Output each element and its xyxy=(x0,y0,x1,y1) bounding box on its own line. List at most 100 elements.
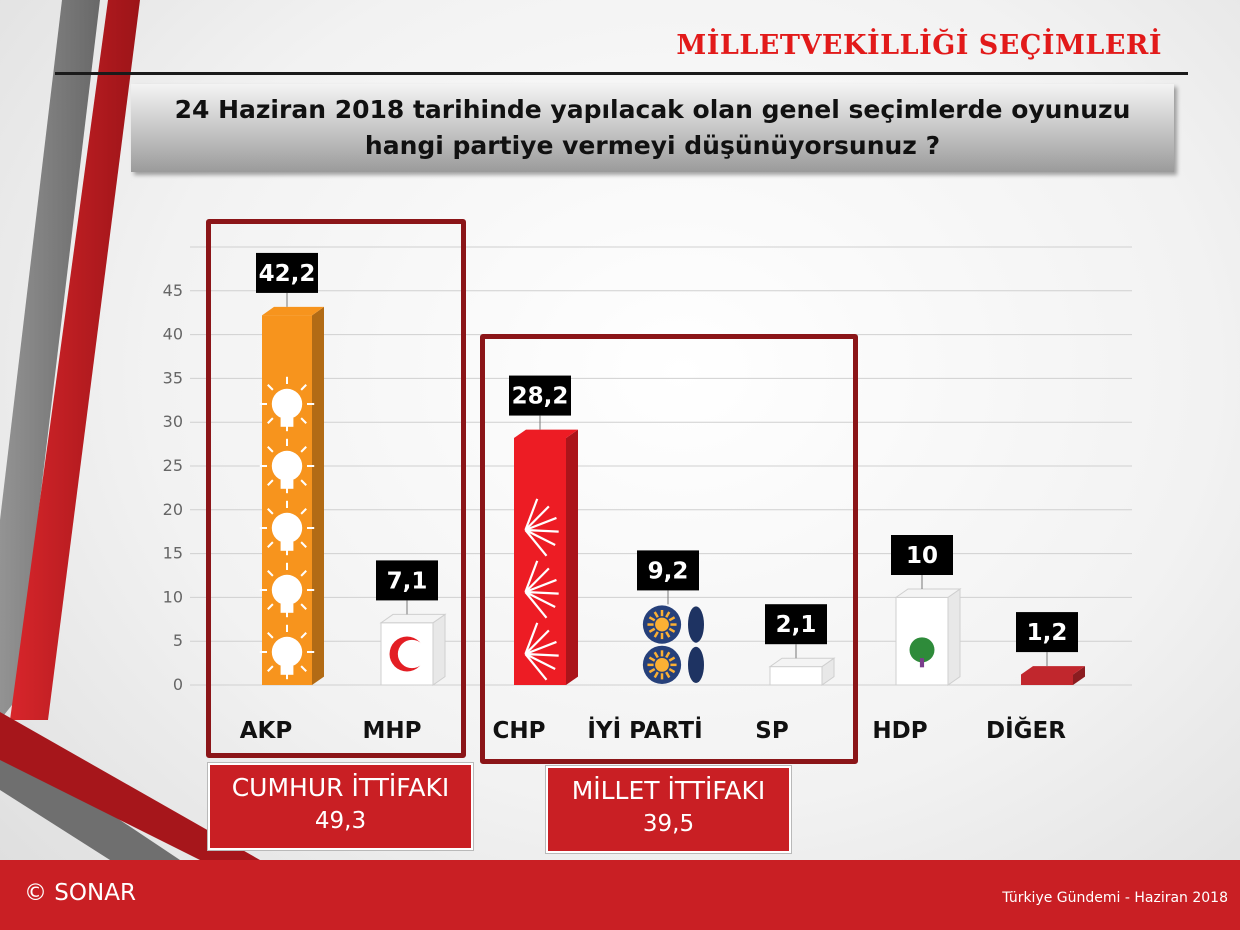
sun-ray xyxy=(668,627,676,633)
bulb-glass xyxy=(271,636,303,668)
arrow-line xyxy=(524,653,556,670)
value-label-box xyxy=(509,375,571,416)
question-text: 24 Haziran 2018 tarihinde yapılacak olan… xyxy=(174,95,1131,160)
value-label-box xyxy=(765,604,827,645)
cumhur-group-label: CUMHUR İTTİFAKI 49,3 xyxy=(208,763,473,850)
cumhur-group-frame xyxy=(206,219,466,758)
bulb-ray xyxy=(267,632,274,639)
value-label-box xyxy=(891,535,953,575)
bulb-ray xyxy=(300,603,307,610)
arrow-line xyxy=(524,529,556,546)
title-divider xyxy=(55,72,1188,75)
bulb-ray xyxy=(267,570,274,577)
bulb-base xyxy=(280,418,294,427)
six-arrows-icon xyxy=(524,560,559,619)
sun-ray xyxy=(665,611,671,618)
bulb-base xyxy=(280,604,294,613)
sun-ray xyxy=(648,627,656,633)
sun-ray xyxy=(648,656,656,662)
value-label: 10 xyxy=(906,543,938,569)
value-label: 9,2 xyxy=(648,558,689,584)
decor-stripe-red xyxy=(10,0,140,720)
y-tick-label: 25 xyxy=(163,456,183,475)
bulb-glass xyxy=(271,574,303,606)
bulb-ray xyxy=(300,384,307,391)
y-tick-label: 30 xyxy=(163,412,183,431)
bulb-icon xyxy=(259,500,315,556)
y-tick-label: 10 xyxy=(163,587,183,606)
bulb-glass xyxy=(271,450,303,482)
bar-top xyxy=(768,657,836,668)
crescent-icon xyxy=(389,636,427,672)
y-tick-label: 20 xyxy=(163,500,183,519)
footer-note: Türkiye Gündemi - Haziran 2018 xyxy=(1002,890,1228,906)
arrow-line xyxy=(524,567,550,593)
tree-icon xyxy=(909,637,935,668)
sun-ray xyxy=(665,651,671,659)
sun-ray xyxy=(668,616,676,622)
page-title: MİLLETVEKİLLİĞİ SEÇİMLERİ xyxy=(676,30,1162,61)
bulb-ray xyxy=(300,665,307,672)
category-label: HDP xyxy=(872,718,927,744)
arrow-line xyxy=(525,590,559,595)
sun-core xyxy=(655,617,669,632)
bar-side xyxy=(312,306,324,685)
bulb-ray xyxy=(267,603,274,610)
cumhur-group-name: CUMHUR İTTİFAKI xyxy=(231,773,450,802)
bar-side xyxy=(947,588,961,686)
bulb-ray xyxy=(267,665,274,672)
value-label: 2,1 xyxy=(776,612,817,638)
tree-trunk xyxy=(919,658,925,668)
y-tick-label: 35 xyxy=(163,368,183,387)
millet-group-name: MİLLET İTTİFAKI xyxy=(571,776,766,805)
copyright-text: © SONAR xyxy=(24,880,136,906)
arrow-line xyxy=(525,640,557,656)
category-label: DİĞER xyxy=(986,716,1066,744)
bulb-ray xyxy=(267,541,274,548)
bar-front xyxy=(1021,674,1073,685)
arrow-line xyxy=(524,498,539,531)
sun-ray xyxy=(648,616,656,622)
bulb-ray xyxy=(267,384,274,391)
sun-core xyxy=(655,657,669,672)
bar-top xyxy=(894,588,962,598)
bulb-ray xyxy=(267,508,274,515)
bulb-ray xyxy=(267,417,274,424)
sun-ray xyxy=(653,671,659,679)
value-label: 1,2 xyxy=(1027,620,1068,646)
sun-ray xyxy=(665,671,671,679)
bulb-ray xyxy=(300,632,307,639)
footer-bar: © SONAR Türkiye Gündemi - Haziran 2018 xyxy=(0,860,1240,930)
bulb-base xyxy=(280,542,294,551)
arrow-line xyxy=(524,629,550,655)
question-banner: 24 Haziran 2018 tarihinde yapılacak olan… xyxy=(131,84,1174,172)
bulb-icon xyxy=(259,562,315,618)
value-label: 42,2 xyxy=(259,261,316,287)
bar-top xyxy=(514,429,578,438)
value-label: 28,2 xyxy=(512,384,569,410)
millet-group-label: MİLLET İTTİFAKI 39,5 xyxy=(546,766,791,853)
bar-top xyxy=(379,613,447,624)
arrow-line xyxy=(524,622,539,655)
bulb-ray xyxy=(300,570,307,577)
value-label: 7,1 xyxy=(387,568,428,594)
category-label: MHP xyxy=(363,718,422,744)
six-arrows-icon xyxy=(524,498,559,557)
sun-ray xyxy=(653,651,659,659)
bar-top xyxy=(262,306,324,316)
bulb-ray xyxy=(300,479,307,486)
value-label-box xyxy=(376,560,438,601)
bulb-ray xyxy=(267,446,274,453)
arrow-line xyxy=(524,529,548,557)
category-label: İYİ PARTİ xyxy=(587,716,702,744)
bulb-icon xyxy=(259,624,315,680)
crescent-inner xyxy=(397,639,427,669)
category-label: CHP xyxy=(493,718,546,744)
bar-side xyxy=(1073,666,1085,685)
sun-ray xyxy=(653,631,659,638)
bulb-glass xyxy=(271,512,303,544)
disc-edge xyxy=(688,646,704,683)
arrow-line xyxy=(524,591,548,619)
bulb-base xyxy=(280,666,294,675)
